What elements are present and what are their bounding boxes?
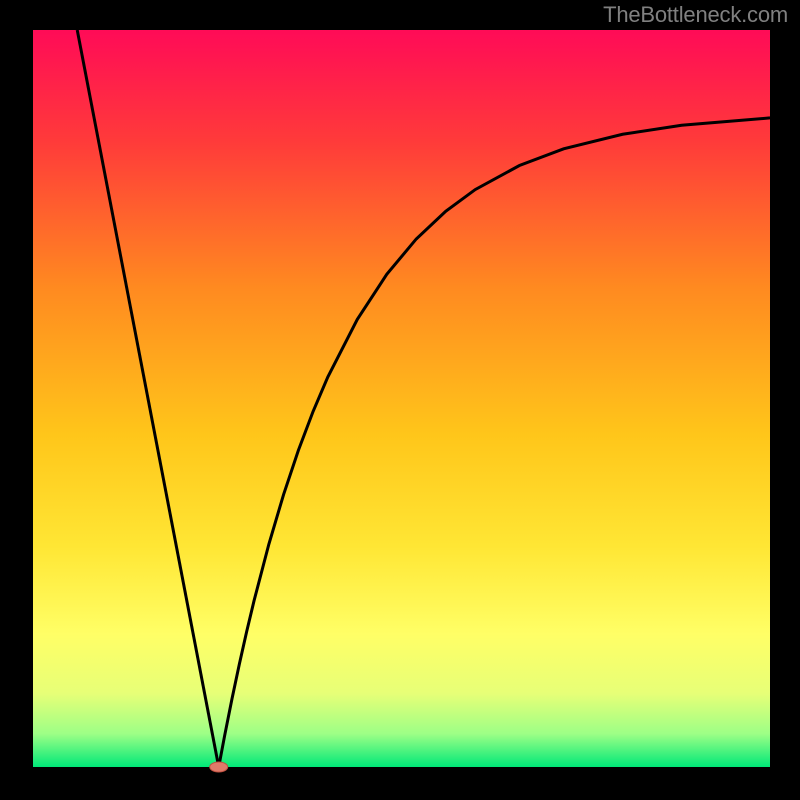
minimum-marker [210,762,228,772]
plot-background [33,30,770,767]
bottleneck-chart [0,0,800,800]
watermark-text: TheBottleneck.com [603,2,788,28]
